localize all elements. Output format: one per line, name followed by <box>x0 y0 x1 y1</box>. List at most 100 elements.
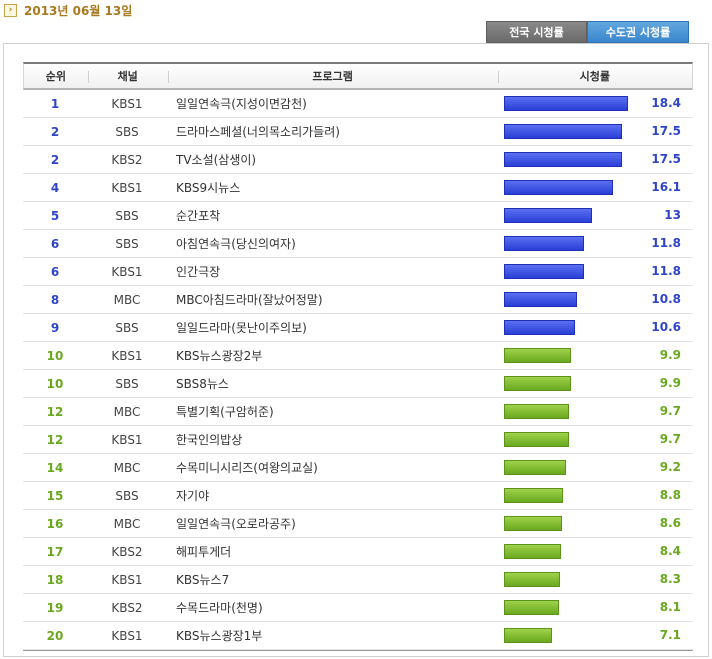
rank-cell: 6 <box>50 264 60 279</box>
tab-capital-rating[interactable]: 수도권 시청률 <box>587 21 689 48</box>
rating-bar <box>504 320 575 335</box>
table-row: 12 KBS1 한국인의밥상 9.7 <box>23 426 693 454</box>
table-row: 1 KBS1 일일연속극(지성이면감천) 18.4 <box>23 90 693 118</box>
rating-cell: 8.8 <box>498 482 693 509</box>
table-row: 16 MBC 일일연속극(오로라공주) 8.6 <box>23 510 693 538</box>
table-row: 12 MBC 특별기획(구암허준) 9.7 <box>23 398 693 426</box>
rating-bar <box>504 516 562 531</box>
program-cell: 수목미니시리즈(여왕의교실) <box>176 461 318 475</box>
rating-cell: 8.3 <box>498 566 693 593</box>
channel-cell: KBS1 <box>111 572 143 587</box>
channel-cell: KBS2 <box>111 544 143 559</box>
channel-cell: KBS1 <box>111 348 143 363</box>
rating-cell: 9.9 <box>498 342 693 369</box>
rating-value: 9.7 <box>659 404 681 418</box>
table-row: 5 SBS 순간포착 13 <box>23 202 693 230</box>
rating-value: 9.7 <box>659 432 681 446</box>
program-cell: TV소설(삼생이) <box>176 153 257 167</box>
rating-bar <box>504 572 560 587</box>
rank-cell: 5 <box>50 208 60 223</box>
rank-cell: 10 <box>46 348 64 363</box>
rating-value: 9.9 <box>659 376 681 390</box>
table-row: 2 KBS2 TV소설(삼생이) 17.5 <box>23 146 693 174</box>
header-rank: 순위 <box>45 70 67 83</box>
rating-cell: 7.1 <box>498 622 693 649</box>
rank-cell: 18 <box>46 572 64 587</box>
rank-cell: 12 <box>46 404 64 419</box>
rating-bar <box>504 544 561 559</box>
rating-cell: 9.2 <box>498 454 693 481</box>
table-row: 6 KBS1 인간극장 11.8 <box>23 258 693 286</box>
program-cell: 수목드라마(천명) <box>176 601 263 615</box>
rating-value: 8.6 <box>659 516 681 530</box>
rank-cell: 8 <box>50 292 60 307</box>
channel-cell: KBS1 <box>111 264 143 279</box>
rating-bar <box>504 348 571 363</box>
rank-cell: 2 <box>50 152 60 167</box>
rating-value: 7.1 <box>659 628 681 642</box>
rating-bar <box>504 432 569 447</box>
channel-cell: SBS <box>115 208 139 223</box>
program-cell: 아침연속극(당신의여자) <box>176 237 296 251</box>
rating-value: 17.5 <box>651 152 681 166</box>
rating-cell: 9.9 <box>498 370 693 397</box>
table-row: 6 SBS 아침연속극(당신의여자) 11.8 <box>23 230 693 258</box>
rating-cell: 8.1 <box>498 594 693 621</box>
rating-value: 17.5 <box>651 124 681 138</box>
table-row: 8 MBC MBC아침드라마(잘났어정말) 10.8 <box>23 286 693 314</box>
rank-cell: 16 <box>46 516 64 531</box>
program-cell: 특별기획(구암허준) <box>176 405 274 419</box>
channel-cell: MBC <box>113 404 141 419</box>
program-cell: KBS뉴스광장1부 <box>176 629 263 643</box>
arrow-right-icon: › <box>4 3 17 17</box>
rating-cell: 17.5 <box>498 118 693 145</box>
table-bottom-divider <box>23 650 693 651</box>
table-row: 18 KBS1 KBS뉴스7 8.3 <box>23 566 693 594</box>
rank-cell: 17 <box>46 544 64 559</box>
program-cell: 자기야 <box>176 489 210 503</box>
rating-cell: 17.5 <box>498 146 693 173</box>
table-body: 1 KBS1 일일연속극(지성이면감천) 18.4 2 SBS 드라마스페셜(너의목소리가들… <box>23 90 693 650</box>
table-row: 10 SBS SBS8뉴스 9.9 <box>23 370 693 398</box>
program-cell: 한국인의밥상 <box>176 433 243 447</box>
rating-bar <box>504 376 571 391</box>
ratings-table: 순위 채널 프로그램 시청률 1 KBS1 일일연속극(지성이면감천) 18.4 2 SB… <box>23 62 693 651</box>
rank-cell: 12 <box>46 432 64 447</box>
header-program: 프로그램 <box>167 64 498 88</box>
rating-bar <box>504 600 559 615</box>
channel-cell: SBS <box>115 236 139 251</box>
rating-cell: 9.7 <box>498 398 693 425</box>
program-cell: 순간포착 <box>176 209 221 223</box>
channel-cell: KBS1 <box>111 180 143 195</box>
rank-cell: 2 <box>50 124 60 139</box>
program-cell: SBS8뉴스 <box>176 377 229 391</box>
rating-value: 18.4 <box>651 96 681 110</box>
rating-value: 8.1 <box>659 600 681 614</box>
rank-cell: 9 <box>50 320 60 335</box>
rating-bar <box>504 628 552 643</box>
rating-bar <box>504 180 613 195</box>
rank-cell: 4 <box>50 180 60 195</box>
rating-cell: 11.8 <box>498 230 693 257</box>
channel-cell: KBS1 <box>111 96 143 111</box>
rank-cell: 15 <box>46 488 64 503</box>
rating-value: 8.3 <box>659 572 681 586</box>
rating-cell: 9.7 <box>498 426 693 453</box>
table-header: 순위 채널 프로그램 시청률 <box>23 62 693 90</box>
rating-bar <box>504 208 592 223</box>
program-cell: KBS뉴스광장2부 <box>176 349 263 363</box>
channel-cell: MBC <box>113 292 141 307</box>
table-row: 9 SBS 일일드라마(못난이주의보) 10.6 <box>23 314 693 342</box>
tab-national-rating[interactable]: 전국 시청률 <box>486 21 587 43</box>
date-label: 2013년 06월 13일 <box>24 3 133 18</box>
table-row: 2 SBS 드라마스페셜(너의목소리가들려) 17.5 <box>23 118 693 146</box>
channel-cell: SBS <box>115 320 139 335</box>
channel-cell: MBC <box>113 516 141 531</box>
program-cell: 해피투게더 <box>176 545 232 559</box>
channel-cell: SBS <box>115 376 139 391</box>
table-row: 19 KBS2 수목드라마(천명) 8.1 <box>23 594 693 622</box>
rating-value: 11.8 <box>651 236 681 250</box>
table-row: 10 KBS1 KBS뉴스광장2부 9.9 <box>23 342 693 370</box>
rating-cell: 11.8 <box>498 258 693 285</box>
table-row: 20 KBS1 KBS뉴스광장1부 7.1 <box>23 622 693 650</box>
